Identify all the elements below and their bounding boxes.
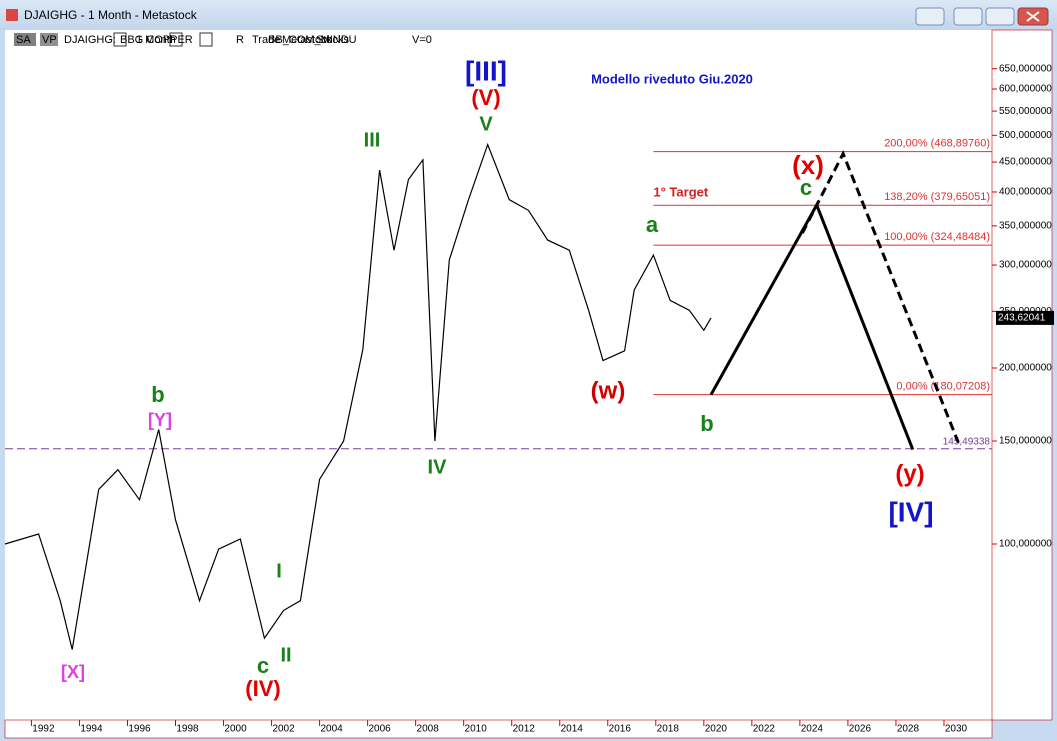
wave-label: IV xyxy=(428,456,448,478)
toolbar-item[interactable]: V=0 xyxy=(412,34,432,46)
wave-label: [X] xyxy=(61,662,85,682)
wave-label: [III] xyxy=(465,55,507,86)
window-buttons xyxy=(915,7,1049,26)
wave-label: (x) xyxy=(792,150,824,180)
y-tick-label: 150,000000 xyxy=(999,436,1052,447)
x-tick-label: 1996 xyxy=(128,724,151,735)
projection-dashed-line xyxy=(800,150,960,444)
wave-label: c xyxy=(257,653,269,678)
dropdown xyxy=(113,32,127,47)
dropdown xyxy=(169,32,183,47)
x-tick-label: 2004 xyxy=(320,724,343,735)
toolbar-item[interactable]: SA xyxy=(16,34,31,46)
wave-label: [Y] xyxy=(148,410,172,430)
x-tick-label: 2012 xyxy=(513,724,536,735)
x-tick-label: 2008 xyxy=(417,724,440,735)
fib-label: 200,00% (468,89760) xyxy=(884,138,990,150)
x-tick-label: 2014 xyxy=(561,724,584,735)
app-icon xyxy=(6,9,18,21)
y-axis-area xyxy=(991,29,1053,721)
wave-label: I xyxy=(276,560,282,582)
y-tick-label: 450,000000 xyxy=(999,157,1052,168)
maximize-button[interactable] xyxy=(985,7,1015,26)
wave-label: (V) xyxy=(471,85,500,110)
x-tick-label: 1994 xyxy=(80,724,103,735)
last-value-box xyxy=(996,310,1054,325)
wave-label: c xyxy=(800,175,812,200)
wave-label: b xyxy=(151,382,164,407)
close-icon xyxy=(1026,11,1040,22)
fib-label: 100,00% (324,48484) xyxy=(884,231,990,243)
restore-button[interactable] xyxy=(915,7,945,26)
x-axis-area xyxy=(4,719,993,739)
toolbar-item[interactable]: DJAIGHG: xyxy=(64,34,116,46)
y-tick-label: 350,000000 xyxy=(999,221,1052,232)
wave-label: V xyxy=(479,113,493,135)
y-tick-label: 400,000000 xyxy=(999,187,1052,198)
x-tick-label: 2030 xyxy=(945,724,968,735)
wave-label: III xyxy=(364,129,381,151)
last-value-label: 243,62041 xyxy=(998,313,1046,324)
dropdown xyxy=(199,32,213,47)
wave-label: (y) xyxy=(895,460,924,487)
y-tick-label: 500,000000 xyxy=(999,130,1052,141)
toolbar-item[interactable]: VP xyxy=(42,34,57,46)
x-tick-label: 2028 xyxy=(897,724,920,735)
chart-area xyxy=(5,30,992,720)
toolbar-item[interactable]: Metastock xyxy=(282,34,333,46)
toolbar-item[interactable]: R xyxy=(236,34,244,46)
x-tick-label: 2016 xyxy=(609,724,632,735)
y-tick-label: 550,000000 xyxy=(999,106,1052,117)
toolbar-item[interactable]: BB_COM_MINDU xyxy=(268,34,357,46)
y-tick-label: 600,000000 xyxy=(999,84,1052,95)
x-tick-label: 2024 xyxy=(801,724,824,735)
toolbar-button xyxy=(40,33,58,46)
wave-label: [IV] xyxy=(888,496,933,527)
x-tick-label: 2020 xyxy=(705,724,728,735)
wave-label: a xyxy=(646,212,659,237)
x-tick-label: 2000 xyxy=(224,724,247,735)
support-label: 145,49338 xyxy=(943,436,991,447)
window-title: DJAIGHG - 1 Month - Metastock xyxy=(24,8,198,22)
x-tick-label: 2018 xyxy=(657,724,680,735)
target-label: 1° Target xyxy=(653,184,708,199)
wave-label: II xyxy=(280,644,291,666)
y-tick-label: 650,000000 xyxy=(999,63,1052,74)
minimize-button[interactable] xyxy=(953,7,983,26)
title-bar xyxy=(0,0,1057,30)
toolbar-item[interactable]: 1 Month xyxy=(136,34,176,46)
x-tick-label: 1998 xyxy=(176,724,199,735)
fib-label: 0,00% (180,07208) xyxy=(896,381,990,393)
toolbar-item[interactable]: BBG COPPER xyxy=(120,34,193,46)
toolbar-item[interactable]: Trade xyxy=(252,34,280,46)
wave-label: b xyxy=(700,411,713,436)
chart-title: Modello riveduto Giu.2020 xyxy=(591,71,753,86)
x-tick-label: 1992 xyxy=(32,724,55,735)
x-tick-label: 2022 xyxy=(753,724,776,735)
y-tick-label: 200,000000 xyxy=(999,363,1052,374)
price-line xyxy=(4,142,712,650)
wave-label: (IV) xyxy=(245,676,280,701)
x-tick-label: 2006 xyxy=(369,724,392,735)
y-tick-label: 300,000000 xyxy=(999,260,1052,271)
y-tick-label: 100,000000 xyxy=(999,539,1052,550)
toolbar-button xyxy=(14,33,36,46)
x-tick-label: 2002 xyxy=(272,724,295,735)
x-tick-label: 2026 xyxy=(849,724,872,735)
wave-label: (w) xyxy=(591,377,626,404)
x-tick-label: 2010 xyxy=(465,724,488,735)
fib-label: 138,20% (379,65051) xyxy=(884,191,990,203)
toolbar-item[interactable]: Stocks xyxy=(316,34,350,46)
